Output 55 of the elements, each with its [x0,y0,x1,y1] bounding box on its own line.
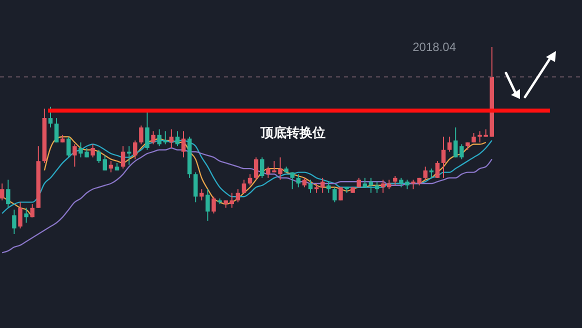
candlestick [169,128,174,148]
candlestick [242,179,246,194]
candlestick [453,126,458,158]
candlestick [18,202,22,229]
candlestick [472,132,476,143]
candlestick [290,172,294,190]
candlestick [308,179,313,194]
candlestick [157,128,162,147]
candlestick [206,188,210,222]
candlestick [200,188,204,201]
candlestick [6,179,10,208]
candlestick [48,106,53,128]
candlestick [54,118,59,143]
candlestick [296,174,301,188]
candlestick [423,166,428,180]
candlestick [96,149,101,164]
candlestick [145,112,150,150]
candlestick [236,188,240,203]
candlestick [368,177,374,194]
candlestick [72,144,77,168]
candlestick [460,144,464,160]
candlestick [248,174,252,186]
candlestick [386,179,392,190]
candlestick [260,156,264,178]
candlestick [356,177,361,188]
candlestick [30,204,34,218]
candlestick [429,168,434,178]
candlestick [12,209,16,234]
candlestick [126,146,132,166]
candlestick [362,177,368,188]
candlestick [151,130,156,145]
candlestick [320,177,325,194]
candlestick [181,130,186,158]
candlestick [393,176,398,186]
candlestick [254,156,258,180]
candlestick [441,136,446,178]
candlestick [24,207,28,224]
annotation: 2018.04 [412,40,456,54]
candlestick [332,186,337,203]
candlestick [302,177,307,188]
candlestick [338,186,343,201]
candlestick [139,125,144,145]
candlestick [163,130,168,145]
candlestick [435,160,440,178]
candlestick [380,179,386,194]
candlestick [133,140,138,160]
candlestick [193,172,198,203]
annotation: 顶底转换位 [260,125,326,141]
candlestick [0,183,4,201]
candlestick [66,136,71,158]
candlestick [212,196,216,214]
candlestick [90,144,95,158]
candlestick [447,136,452,152]
candlestick [120,146,126,170]
candlestick [102,154,108,171]
